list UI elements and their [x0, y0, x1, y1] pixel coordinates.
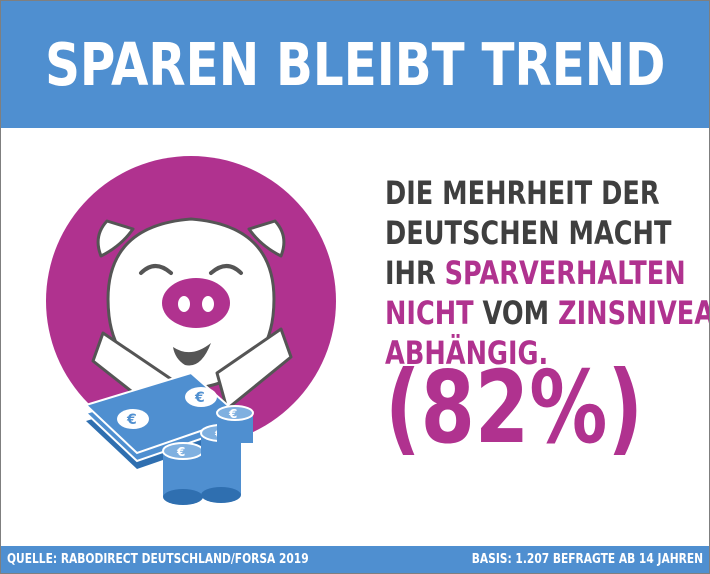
- statement-text: DIE MEHRHEIT DER DEUTSCHEN MACHT IHR SPA…: [385, 173, 685, 373]
- basis-note: BASIS: 1.207 BEFRAGTE AB 14 JAHREN: [472, 552, 703, 567]
- svg-text:€: €: [194, 390, 205, 406]
- statement-zinsniveau: ZINSNIVEAU: [558, 294, 710, 332]
- piggy-illustration: € € € € €: [41, 151, 371, 511]
- statement-vom: VOM: [474, 294, 558, 332]
- statement-nicht: NICHT: [385, 294, 474, 332]
- statement-ihr: IHR: [385, 254, 445, 292]
- statement-line-3: IHR SPARVERHALTEN: [385, 253, 625, 293]
- statement-line-4: NICHT VOM ZINSNIVEAU: [385, 293, 625, 333]
- stat-value: (82%): [385, 353, 643, 463]
- source-note: QUELLE: RABODIRECT DEUTSCHLAND/FORSA 201…: [7, 552, 309, 567]
- statement-line-1: DIE MEHRHEIT DER: [385, 173, 625, 213]
- statement-line-2: DEUTSCHEN MACHT: [385, 213, 625, 253]
- footer-bar: QUELLE: RABODIRECT DEUTSCHLAND/FORSA 201…: [1, 546, 709, 573]
- svg-text:€: €: [176, 445, 185, 459]
- statement-sparverhalten: SPARVERHALTEN: [445, 254, 686, 292]
- header-banner: SPAREN BLEIBT TREND: [1, 1, 709, 128]
- page-title: SPAREN BLEIBT TREND: [45, 30, 665, 99]
- svg-text:€: €: [228, 407, 237, 421]
- svg-text:€: €: [126, 412, 137, 428]
